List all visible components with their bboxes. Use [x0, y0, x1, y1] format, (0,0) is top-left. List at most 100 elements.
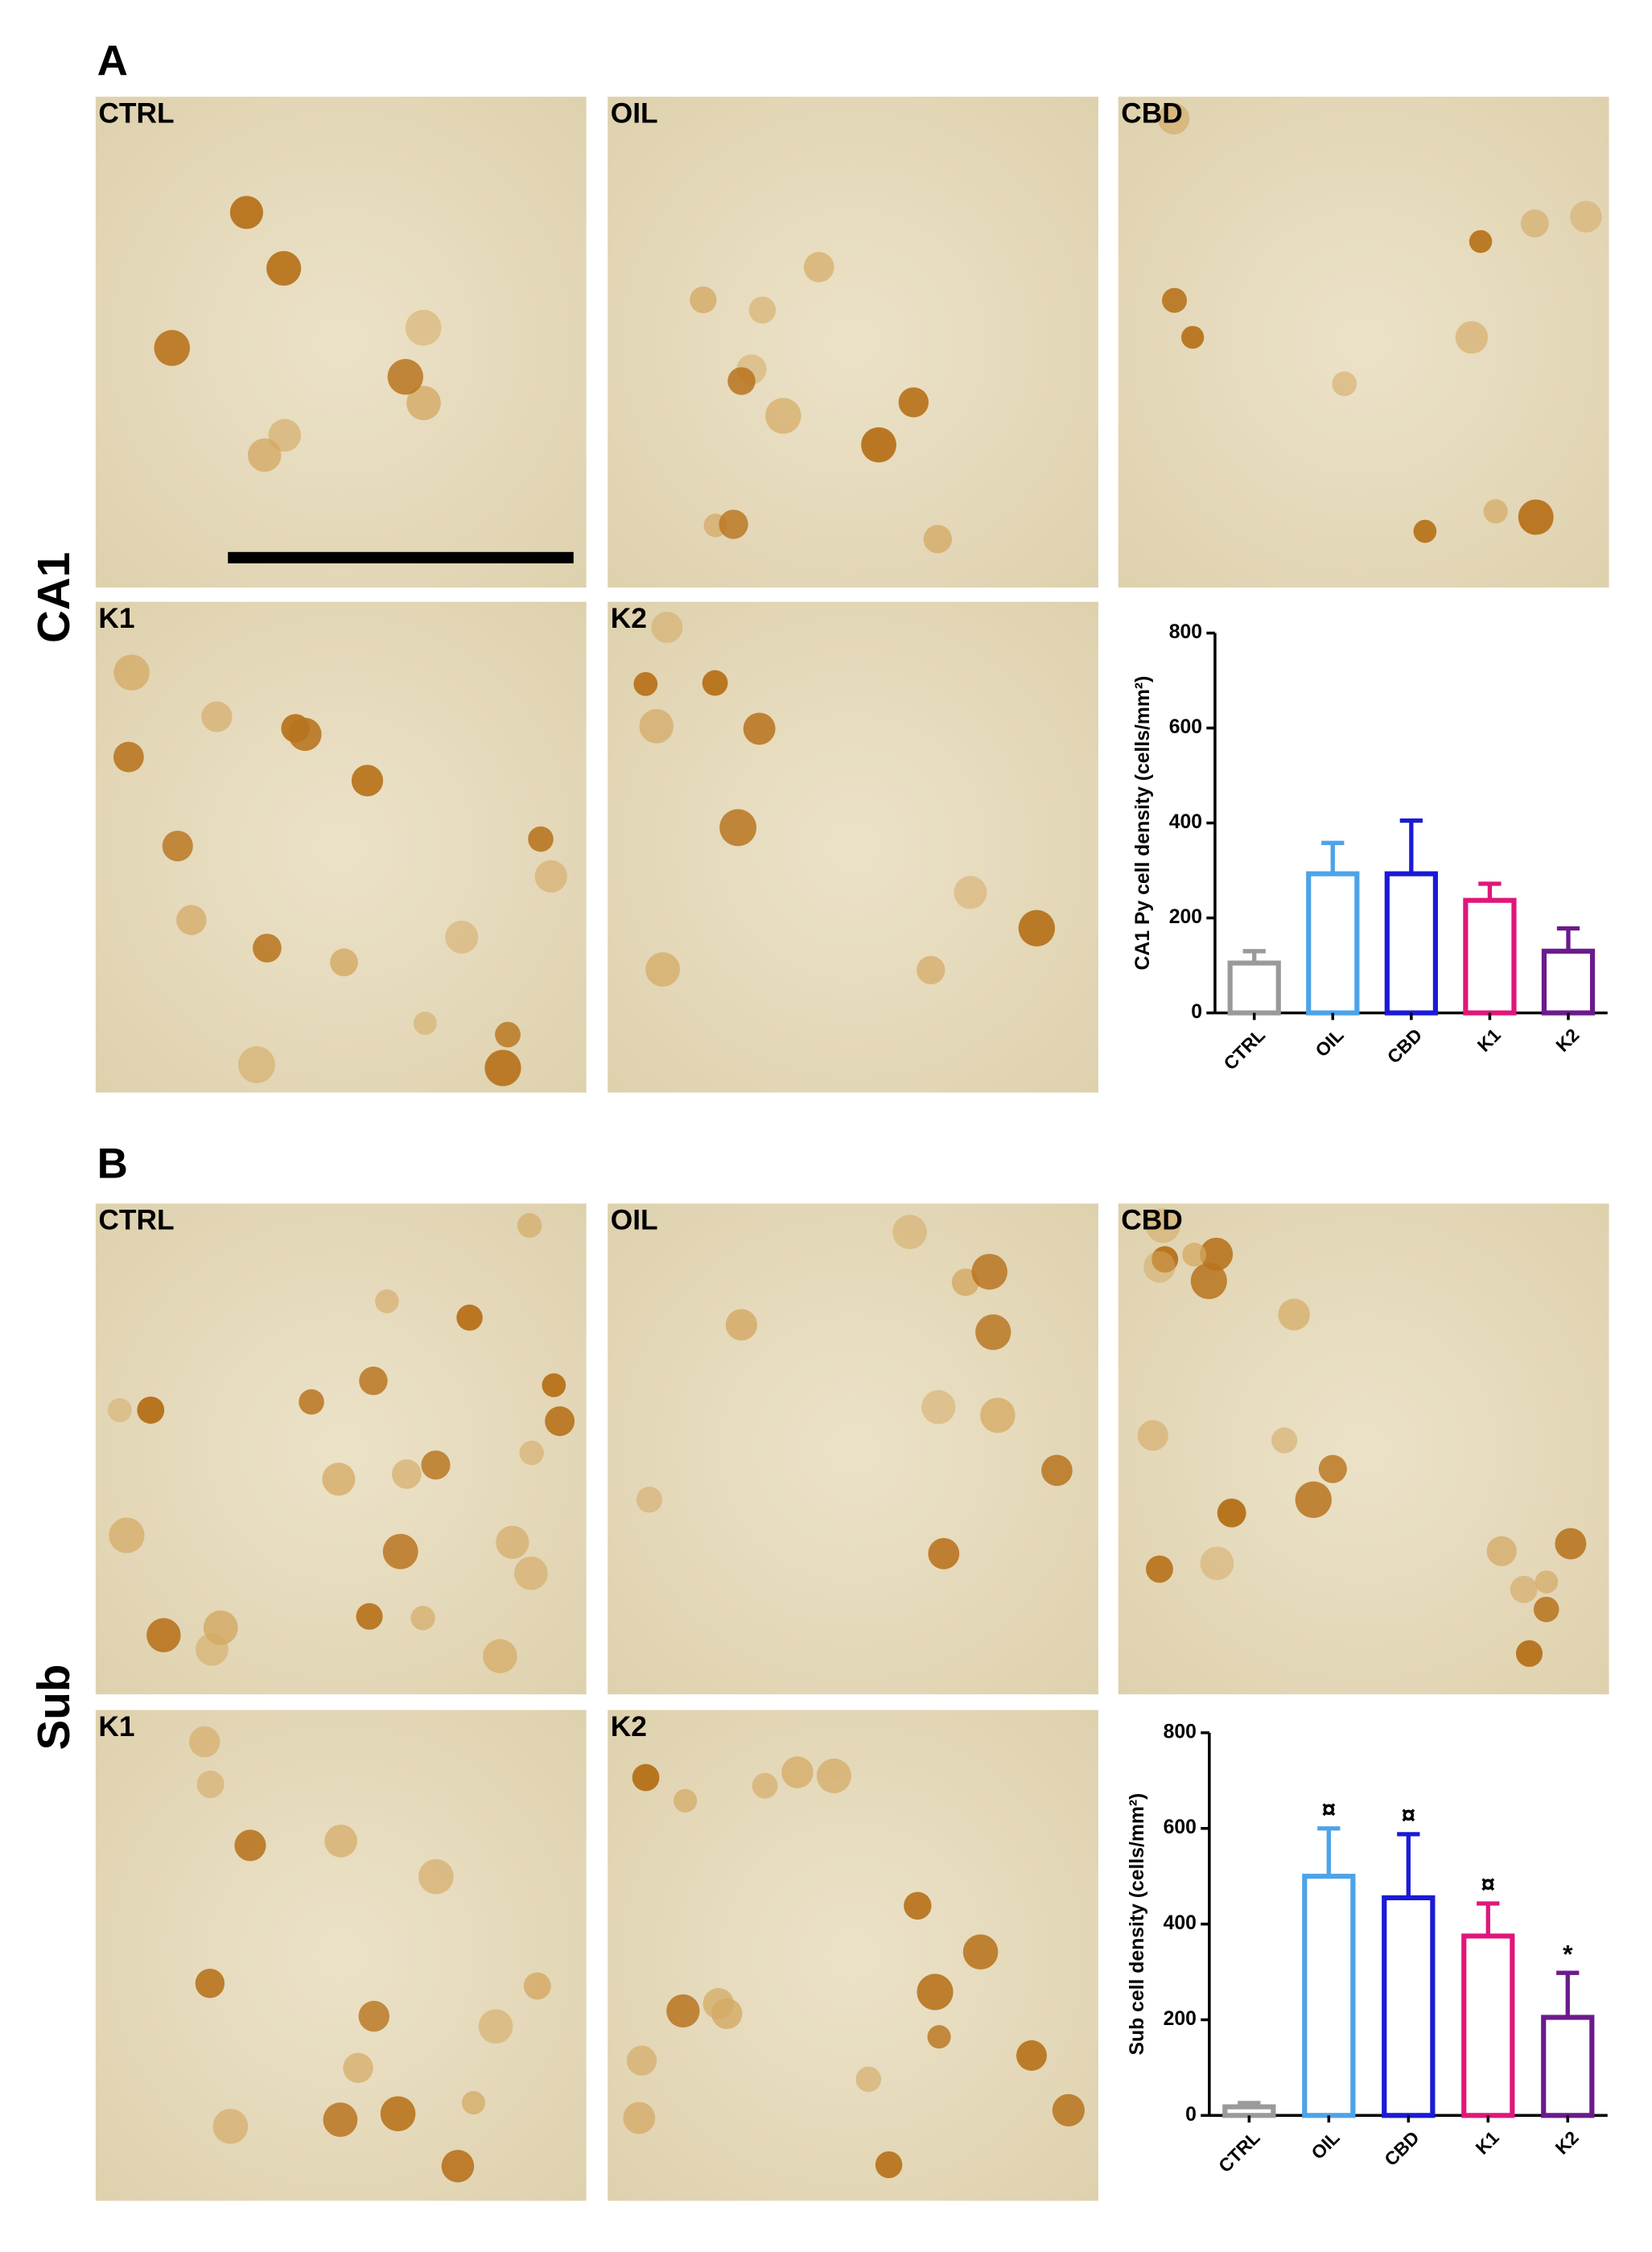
y-tick-label: 0 — [1185, 2104, 1197, 2126]
stained-cell — [281, 714, 310, 743]
image-label: CTRL — [98, 1205, 174, 1236]
stained-cell — [748, 296, 777, 324]
stained-cell — [534, 860, 567, 893]
stained-cell — [781, 1756, 814, 1788]
stained-cell — [359, 1366, 388, 1396]
micrograph — [608, 1710, 1098, 2201]
image-label: K1 — [98, 1711, 134, 1743]
stained-cell — [343, 2052, 373, 2083]
stained-cell — [971, 1253, 1007, 1290]
stained-cell — [764, 398, 801, 434]
stained-cell — [666, 1994, 700, 2028]
image-label: K2 — [611, 603, 647, 634]
micrograph — [1118, 1203, 1609, 1695]
micrograph-image — [608, 601, 1098, 1093]
stained-cell — [636, 1487, 663, 1513]
stained-cell — [1018, 909, 1055, 947]
stained-cell — [154, 330, 191, 366]
micrograph-image — [608, 1203, 1098, 1695]
image-label: OIL — [611, 1205, 658, 1236]
stained-cell — [162, 831, 193, 862]
stained-cell — [456, 1304, 483, 1331]
stained-cell — [519, 1440, 544, 1466]
significance-mark: ¤ — [1481, 1870, 1495, 1899]
stained-cell — [234, 1829, 266, 1862]
micrograph — [608, 601, 1098, 1093]
micrograph — [1118, 97, 1609, 588]
stained-cell — [495, 1021, 521, 1048]
stained-cell — [137, 1396, 165, 1424]
stained-cell — [478, 2009, 513, 2044]
stained-cell — [528, 826, 554, 852]
micrograph — [95, 1710, 587, 2201]
image-label: K2 — [611, 1711, 647, 1743]
stained-cell — [418, 1858, 454, 1895]
stained-cell — [445, 920, 479, 954]
stained-cell — [651, 611, 683, 643]
stained-cell — [188, 1726, 220, 1758]
stained-cell — [626, 2045, 657, 2076]
stained-cell — [633, 672, 658, 696]
stained-cell — [917, 955, 945, 984]
stained-cell — [324, 1825, 357, 1858]
bar — [1461, 1933, 1515, 2118]
y-tick-label: 0 — [1191, 1001, 1202, 1023]
stained-cell — [513, 1556, 548, 1590]
stained-cell — [719, 509, 748, 539]
stained-cell — [954, 876, 987, 909]
stained-cell — [927, 2025, 951, 2049]
bar — [1541, 2015, 1595, 2118]
stained-cell — [1052, 2093, 1086, 2127]
stained-cell — [645, 952, 681, 987]
stained-cell — [247, 438, 282, 472]
stained-cell — [212, 2109, 249, 2144]
micrograph-image — [95, 1203, 587, 1695]
stained-cell — [322, 1462, 356, 1496]
stained-cell — [674, 1788, 698, 1813]
y-tick-label: 800 — [1164, 1721, 1197, 1743]
stained-cell — [1469, 229, 1493, 254]
stained-cell — [268, 419, 302, 452]
y-tick-label: 600 — [1169, 716, 1202, 738]
stained-cell — [719, 809, 757, 847]
stained-cell — [923, 525, 952, 554]
bar — [1382, 1895, 1436, 2118]
stained-cell — [201, 701, 233, 732]
stained-cell — [1535, 1570, 1559, 1594]
stained-cell — [623, 2101, 656, 2134]
y-tick-label: 400 — [1169, 811, 1202, 833]
stained-cell — [496, 1525, 529, 1559]
micrograph — [608, 1203, 1098, 1695]
stained-cell — [1016, 2040, 1047, 2071]
stained-cell — [1510, 1575, 1538, 1603]
y-tick-label: 800 — [1169, 621, 1202, 643]
stained-cell — [356, 1602, 383, 1630]
stained-cell — [387, 359, 424, 395]
stained-cell — [1145, 1208, 1180, 1244]
stained-cell — [413, 1011, 437, 1035]
bar — [1227, 960, 1281, 1016]
region-label: CA1 — [28, 552, 79, 643]
stained-cell — [803, 252, 834, 283]
panel-letter: A — [97, 38, 128, 85]
stained-cell — [266, 250, 302, 286]
stained-cell — [1190, 1263, 1227, 1300]
stained-cell — [875, 2151, 903, 2179]
stained-cell — [904, 1891, 932, 1920]
stained-cell — [962, 1934, 999, 1970]
stained-cell — [727, 367, 756, 395]
stained-cell — [861, 427, 896, 463]
stained-cell — [1162, 287, 1188, 313]
stained-cell — [461, 2091, 485, 2115]
stained-cell — [632, 1763, 660, 1792]
y-tick-label: 200 — [1169, 906, 1202, 928]
micrograph — [95, 97, 587, 588]
stained-cell — [980, 1397, 1016, 1433]
stained-cell — [113, 654, 150, 691]
y-tick-label: 600 — [1164, 1817, 1197, 1838]
stained-cell — [816, 1758, 851, 1794]
stained-cell — [1570, 200, 1602, 233]
stained-cell — [405, 309, 442, 346]
stained-cell — [1137, 1420, 1168, 1451]
stained-cell — [441, 2150, 475, 2183]
